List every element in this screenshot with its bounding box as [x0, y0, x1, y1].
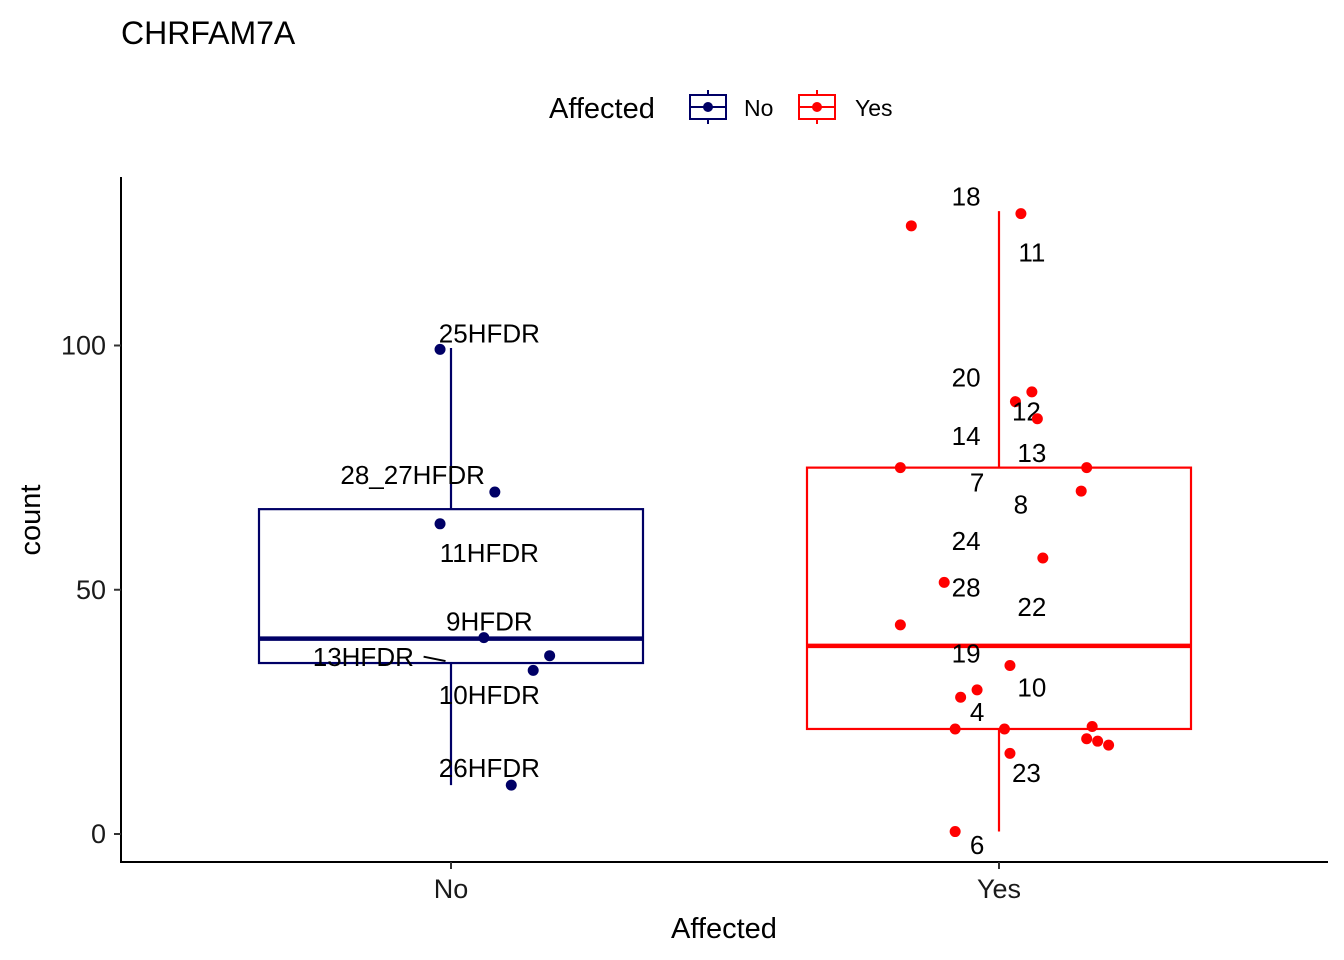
x-tick-label: Yes [977, 874, 1021, 904]
data-point [434, 343, 446, 355]
point-label: 28 [952, 572, 981, 602]
point-label: 19 [952, 638, 981, 668]
y-axis-title: count [15, 485, 47, 556]
y-tick-label: 100 [61, 331, 106, 361]
data-point [971, 684, 983, 696]
point-label: 25HFDR [439, 318, 540, 348]
data-point [905, 220, 917, 232]
point-label: 26HFDR [439, 753, 540, 783]
box-no [257, 508, 645, 665]
data-point [1004, 747, 1016, 759]
legend-label-no: No [744, 95, 773, 121]
data-point [505, 779, 517, 791]
data-point [1031, 413, 1043, 425]
data-point [1081, 733, 1093, 745]
data-point [1092, 735, 1104, 747]
point-label: 14 [952, 421, 981, 451]
data-point [1015, 208, 1027, 220]
point-label: 10HFDR [439, 680, 540, 710]
legend-key-no [689, 90, 727, 124]
data-point [527, 664, 539, 676]
data-point [1037, 552, 1049, 564]
point-label: 6 [970, 830, 984, 860]
point-label: 11 [1018, 238, 1045, 268]
point-label: 28_27HFDR [340, 460, 485, 490]
data-point [949, 723, 961, 735]
point-label: 7 [970, 467, 984, 497]
data-point [1009, 396, 1021, 408]
x-tick-label: No [434, 874, 469, 904]
point-label: 9HFDR [446, 607, 533, 637]
point-label: 10 [1017, 672, 1046, 702]
point-label: 4 [970, 697, 984, 727]
label-leader-line [423, 655, 446, 663]
point-label: 13HFDR [313, 642, 414, 672]
data-point [478, 632, 490, 644]
legend: Affected No Yes [549, 90, 893, 125]
data-point [489, 486, 501, 498]
data-point [1004, 659, 1016, 671]
data-point [434, 518, 446, 530]
chart-title: CHRFAM7A [121, 15, 296, 51]
y-tick-label: 50 [76, 575, 106, 605]
box-yes [805, 466, 1193, 731]
data-point [1081, 462, 1093, 474]
data-point [894, 619, 906, 631]
data-point [1026, 386, 1038, 398]
data-point [955, 691, 967, 703]
point-label: 11HFDR [440, 538, 539, 568]
x-axis-title: Affected [671, 913, 777, 945]
legend-key-yes [798, 90, 836, 124]
point-label: 24 [952, 526, 981, 556]
data-point [938, 576, 950, 588]
legend-title: Affected [549, 93, 655, 125]
point-label: 20 [952, 362, 981, 392]
legend-label-yes: Yes [855, 95, 893, 121]
point-label: 22 [1017, 592, 1046, 622]
data-point [894, 462, 906, 474]
data-point [1086, 721, 1098, 733]
data-point [544, 650, 556, 662]
data-point [1075, 485, 1087, 497]
point-label: 13 [1017, 438, 1046, 468]
point-label: 23 [1012, 758, 1041, 788]
plot-area: 0 50 100 No Yes 25HFDR 28_27HFDR 11HFDR 9HFDR 13H… [61, 182, 1193, 904]
data-point [998, 723, 1010, 735]
data-point [949, 826, 961, 838]
point-label: 8 [1014, 489, 1028, 519]
data-point [1103, 739, 1115, 751]
point-label: 18 [952, 182, 981, 212]
y-tick-label: 0 [91, 819, 106, 849]
